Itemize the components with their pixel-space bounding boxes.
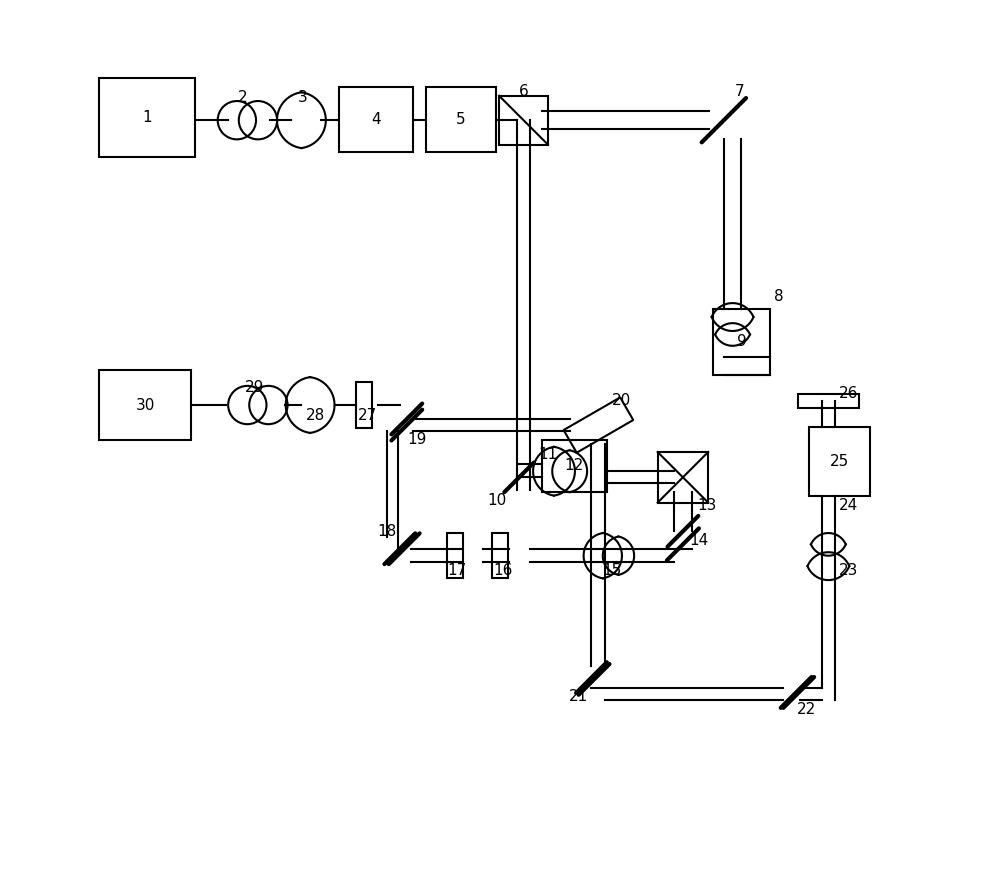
Text: 6: 6 [519, 84, 528, 99]
Text: 10: 10 [488, 493, 507, 509]
Text: 24: 24 [839, 497, 858, 513]
Text: 8: 8 [774, 288, 784, 304]
Text: 9: 9 [737, 334, 747, 349]
Text: 30: 30 [136, 397, 155, 413]
Text: 4: 4 [372, 111, 381, 127]
Text: 7: 7 [735, 84, 744, 99]
Bar [499, 96, 548, 145]
Text: 22: 22 [797, 702, 816, 718]
Text: 21: 21 [569, 689, 588, 705]
Text: 12: 12 [564, 458, 584, 474]
Text: 28: 28 [306, 408, 325, 423]
Text: 18: 18 [377, 523, 396, 539]
Text: 15: 15 [602, 563, 621, 578]
Text: 1: 1 [142, 110, 152, 125]
Bar [542, 440, 607, 492]
Bar [809, 427, 870, 496]
Bar [339, 87, 413, 152]
Bar [356, 382, 372, 428]
Text: 19: 19 [408, 432, 427, 448]
Bar [713, 309, 770, 375]
Text: 29: 29 [245, 380, 264, 395]
Text: 16: 16 [493, 563, 512, 578]
Text: 23: 23 [839, 563, 858, 578]
Bar [798, 394, 859, 408]
Text: 11: 11 [538, 447, 558, 463]
Text: 25: 25 [830, 454, 849, 469]
Bar [492, 533, 508, 578]
Bar [426, 87, 496, 152]
Bar [447, 533, 463, 578]
Text: 26: 26 [839, 386, 858, 402]
Text: 3: 3 [297, 90, 307, 105]
Bar [99, 370, 191, 440]
Bar [99, 78, 195, 157]
Text: 5: 5 [456, 111, 466, 127]
Text: 13: 13 [698, 497, 717, 513]
Bar [658, 452, 708, 503]
Text: 14: 14 [689, 532, 708, 548]
Text: 27: 27 [358, 408, 377, 423]
Text: 2: 2 [238, 90, 248, 105]
Text: 17: 17 [447, 563, 466, 578]
Text: 20: 20 [612, 393, 632, 408]
